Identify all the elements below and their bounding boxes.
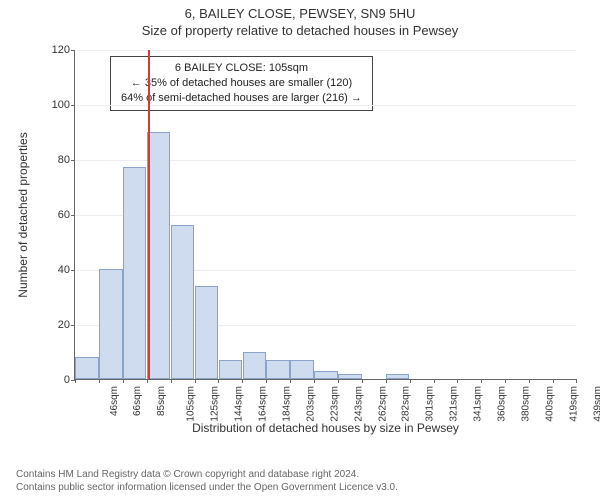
- histogram-bar: [171, 225, 194, 379]
- footer-attribution: Contains HM Land Registry data © Crown c…: [16, 468, 398, 494]
- x-tick-label: 184sqm: [281, 386, 292, 422]
- x-tick-label: 439sqm: [592, 386, 600, 422]
- x-tick-mark: [75, 379, 76, 383]
- x-tick-mark: [314, 379, 315, 383]
- gridline: [75, 50, 576, 51]
- footer-line2: Contains public sector information licen…: [16, 481, 398, 494]
- histogram-bar: [290, 360, 313, 379]
- x-tick-label: 66sqm: [133, 386, 144, 416]
- histogram-bar: [338, 374, 361, 380]
- x-axis-label: Distribution of detached houses by size …: [75, 421, 576, 435]
- x-tick-label: 321sqm: [449, 386, 460, 422]
- histogram-bar: [266, 360, 289, 379]
- y-tick-mark: [71, 105, 75, 106]
- x-tick-mark: [218, 379, 219, 383]
- y-tick-mark: [71, 160, 75, 161]
- x-tick-label: 380sqm: [521, 386, 532, 422]
- x-tick-label: 85sqm: [156, 386, 167, 416]
- gridline: [75, 105, 576, 106]
- y-tick-mark: [71, 325, 75, 326]
- histogram-bar: [75, 357, 98, 379]
- y-tick-label: 60: [58, 209, 70, 221]
- x-tick-mark: [505, 379, 506, 383]
- x-tick-label: 144sqm: [234, 386, 245, 422]
- x-tick-mark: [147, 379, 148, 383]
- y-tick-mark: [71, 215, 75, 216]
- x-tick-mark: [362, 379, 363, 383]
- x-tick-mark: [553, 379, 554, 383]
- y-tick-label: 20: [58, 319, 70, 331]
- histogram-bar: [99, 269, 122, 379]
- x-tick-label: 223sqm: [329, 386, 340, 422]
- x-tick-label: 46sqm: [109, 386, 120, 416]
- x-tick-mark: [290, 379, 291, 383]
- x-tick-label: 164sqm: [258, 386, 269, 422]
- x-tick-label: 243sqm: [353, 386, 364, 422]
- y-tick-label: 80: [58, 154, 70, 166]
- histogram-bar: [195, 286, 218, 380]
- x-tick-mark: [266, 379, 267, 383]
- x-tick-label: 262sqm: [377, 386, 388, 422]
- property-marker-line: [148, 50, 150, 379]
- x-tick-mark: [576, 379, 577, 383]
- x-tick-mark: [529, 379, 530, 383]
- histogram-bar: [123, 167, 146, 379]
- x-tick-label: 105sqm: [186, 386, 197, 422]
- y-tick-label: 120: [52, 44, 70, 56]
- x-tick-mark: [195, 379, 196, 383]
- x-tick-mark: [386, 379, 387, 383]
- page-address: 6, BAILEY CLOSE, PEWSEY, SN9 5HU: [0, 0, 600, 21]
- x-tick-mark: [410, 379, 411, 383]
- y-tick-mark: [71, 50, 75, 51]
- x-tick-mark: [242, 379, 243, 383]
- y-tick-label: 40: [58, 264, 70, 276]
- x-tick-label: 301sqm: [425, 386, 436, 422]
- page-subtitle: Size of property relative to detached ho…: [0, 21, 600, 38]
- y-axis-label: Number of detached properties: [16, 132, 30, 297]
- histogram-bar: [386, 374, 409, 380]
- x-tick-label: 400sqm: [544, 386, 555, 422]
- x-tick-mark: [99, 379, 100, 383]
- plot-area: Distribution of detached houses by size …: [74, 50, 576, 380]
- x-tick-mark: [338, 379, 339, 383]
- x-tick-mark: [481, 379, 482, 383]
- histogram-bar: [243, 352, 266, 380]
- histogram-bar: [219, 360, 242, 379]
- histogram-bar: [314, 371, 337, 379]
- histogram-chart: Number of detached properties 0204060801…: [46, 50, 576, 420]
- x-tick-label: 419sqm: [568, 386, 579, 422]
- x-tick-label: 125sqm: [210, 386, 221, 422]
- x-tick-mark: [123, 379, 124, 383]
- x-tick-mark: [171, 379, 172, 383]
- footer-line1: Contains HM Land Registry data © Crown c…: [16, 468, 398, 481]
- x-tick-label: 341sqm: [473, 386, 484, 422]
- x-tick-label: 360sqm: [497, 386, 508, 422]
- x-tick-mark: [457, 379, 458, 383]
- x-tick-label: 282sqm: [401, 386, 412, 422]
- y-tick-label: 100: [52, 99, 70, 111]
- x-tick-mark: [434, 379, 435, 383]
- y-tick-label: 0: [64, 374, 70, 386]
- histogram-bar: [147, 132, 170, 380]
- x-tick-label: 203sqm: [305, 386, 316, 422]
- y-tick-mark: [71, 270, 75, 271]
- y-axis: 020406080100120: [46, 50, 74, 380]
